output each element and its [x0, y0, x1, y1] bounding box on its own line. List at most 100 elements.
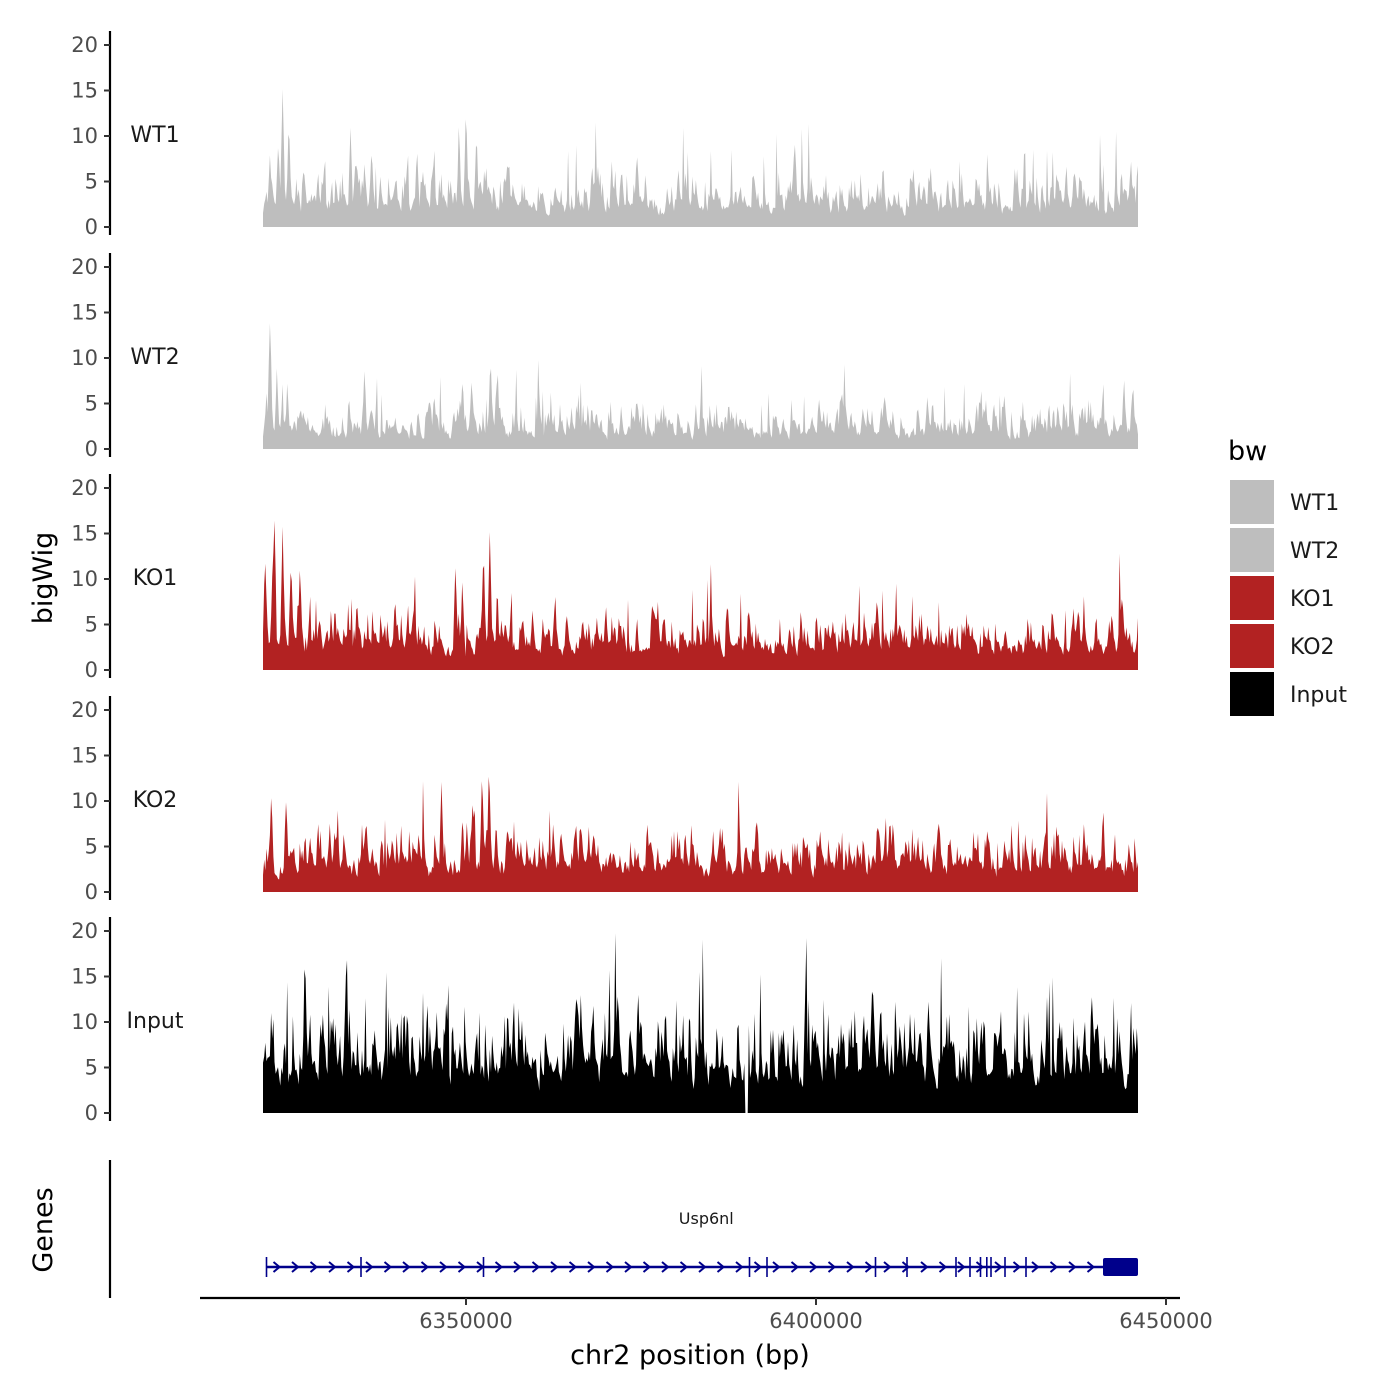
- strand-arrow: [513, 1261, 522, 1273]
- strand-arrow: [901, 1261, 911, 1273]
- y-tick-label-wt1-0: 0: [85, 215, 98, 239]
- strand-arrow: [661, 1261, 670, 1273]
- y-tick-label-wt2-15: 15: [71, 301, 98, 325]
- signal-area-ko1: [263, 520, 1138, 670]
- y-tick-label-ko2-10: 10: [71, 789, 98, 813]
- y-tick-label-ko1-10: 10: [71, 567, 98, 591]
- y-tick-label-wt1-20: 20: [71, 33, 98, 57]
- strand-arrow: [772, 1261, 781, 1273]
- y-tick-label-wt1-15: 15: [71, 79, 98, 103]
- y-tick-label-ko1-0: 0: [85, 658, 98, 682]
- strand-arrow: [550, 1261, 559, 1273]
- y-tick-label-ko2-0: 0: [85, 880, 98, 904]
- legend-swatch-wt1: [1230, 480, 1274, 524]
- y-axis-title: bigWig: [28, 532, 59, 625]
- strand-arrow: [587, 1261, 596, 1273]
- strand-arrow: [698, 1261, 707, 1273]
- strand-arrow: [568, 1261, 578, 1273]
- strand-arrow: [1086, 1261, 1096, 1273]
- track-wt2: 0 5 10 15 20 WT2: [71, 253, 1138, 461]
- y-tick-label-ko1-20: 20: [71, 476, 98, 500]
- y-tick-label-wt1-10: 10: [71, 124, 98, 148]
- legend-label-ko2: KO2: [1290, 635, 1335, 660]
- legend-label-wt1: WT1: [1290, 491, 1339, 516]
- signal-area-input: [263, 933, 1138, 1113]
- strand-arrow: [938, 1261, 948, 1273]
- tracks-area: 0 5 10 15 20 WT1 0 5 10 15 20 WT2 0 5 10 15 20 KO1 0 5 10 15 2…: [71, 31, 1138, 1125]
- strand-arrow: [309, 1261, 319, 1273]
- strand-arrow: [420, 1261, 430, 1273]
- strand-arrow: [291, 1261, 300, 1273]
- strand-arrow: [346, 1261, 356, 1273]
- strand-arrow: [809, 1261, 818, 1273]
- x-tick-label-6350000: 6350000: [419, 1309, 513, 1333]
- strand-arrow: [439, 1261, 448, 1273]
- x-axis-title: chr2 position (bp): [570, 1340, 810, 1371]
- y-tick-label-input-20: 20: [71, 919, 98, 943]
- x-axis: 6350000 6400000 6450000: [200, 1296, 1213, 1333]
- y-tick-label-ko2-5: 5: [85, 835, 98, 859]
- genes-axis-title: Genes: [28, 1187, 59, 1272]
- legend-swatch-ko1: [1230, 576, 1274, 620]
- strand-arrow: [1068, 1261, 1077, 1273]
- track-label-ko2: KO2: [133, 788, 178, 813]
- y-tick-label-ko2-15: 15: [71, 744, 98, 768]
- legend-label-input: Input: [1290, 683, 1347, 708]
- strand-arrow: [402, 1261, 411, 1273]
- strand-arrow: [975, 1261, 985, 1273]
- legend: bw WT1 WT2 KO1 KO2 Input: [1228, 436, 1347, 716]
- track-label-wt2: WT2: [130, 345, 179, 370]
- track-ko1: 0 5 10 15 20 KO1: [71, 474, 1138, 682]
- y-tick-label-wt2-20: 20: [71, 255, 98, 279]
- y-tick-label-ko2-20: 20: [71, 698, 98, 722]
- gene-label: Usp6nl: [679, 1209, 734, 1228]
- strand-arrow: [846, 1261, 855, 1273]
- y-tick-label-input-0: 0: [85, 1101, 98, 1125]
- strand-arrow: [457, 1261, 467, 1273]
- strand-arrow: [679, 1261, 689, 1273]
- strand-arrow: [605, 1261, 615, 1273]
- legend-label-ko1: KO1: [1290, 587, 1335, 612]
- strand-arrow: [328, 1261, 337, 1273]
- y-tick-label-wt2-10: 10: [71, 346, 98, 370]
- strand-arrow: [716, 1261, 726, 1273]
- gene-usp6nl: Usp6nl: [265, 1209, 1138, 1277]
- y-tick-label-wt1-5: 5: [85, 170, 98, 194]
- strand-arrow: [383, 1261, 393, 1273]
- strand-arrow: [494, 1261, 504, 1273]
- y-tick-label-wt2-5: 5: [85, 392, 98, 416]
- gene-exon-block: [1103, 1258, 1138, 1276]
- strand-arrow: [1031, 1261, 1040, 1273]
- signal-area-ko2: [263, 776, 1138, 892]
- strand-arrow: [735, 1261, 744, 1273]
- y-tick-label-wt2-0: 0: [85, 437, 98, 461]
- legend-swatch-ko2: [1230, 624, 1274, 668]
- track-label-wt1: WT1: [130, 123, 179, 148]
- track-label-input: Input: [127, 1009, 184, 1034]
- signal-area-wt2: [263, 323, 1138, 449]
- strand-arrow: [1049, 1261, 1059, 1273]
- strand-arrow: [1012, 1261, 1022, 1273]
- y-tick-label-input-5: 5: [85, 1056, 98, 1080]
- y-tick-label-ko1-15: 15: [71, 522, 98, 546]
- signal-area-wt1: [263, 89, 1138, 227]
- strand-arrow: [365, 1261, 374, 1273]
- strand-arrow: [957, 1261, 966, 1273]
- track-label-ko1: KO1: [133, 566, 178, 591]
- strand-arrow: [642, 1261, 652, 1273]
- y-tick-label-ko1-5: 5: [85, 613, 98, 637]
- strand-arrow: [531, 1261, 541, 1273]
- x-tick-label-6400000: 6400000: [769, 1309, 863, 1333]
- strand-arrow: [827, 1261, 837, 1273]
- strand-arrow: [920, 1261, 929, 1273]
- legend-label-wt2: WT2: [1290, 539, 1339, 564]
- track-ko2: 0 5 10 15 20 KO2: [71, 696, 1138, 904]
- strand-arrow: [753, 1261, 763, 1273]
- genes-panel: Usp6nl: [108, 1160, 1138, 1298]
- strand-arrow: [272, 1261, 282, 1273]
- legend-title: bw: [1228, 436, 1267, 467]
- legend-swatch-input: [1230, 672, 1274, 716]
- track-wt1: 0 5 10 15 20 WT1: [71, 31, 1138, 239]
- strand-arrow: [994, 1261, 1003, 1273]
